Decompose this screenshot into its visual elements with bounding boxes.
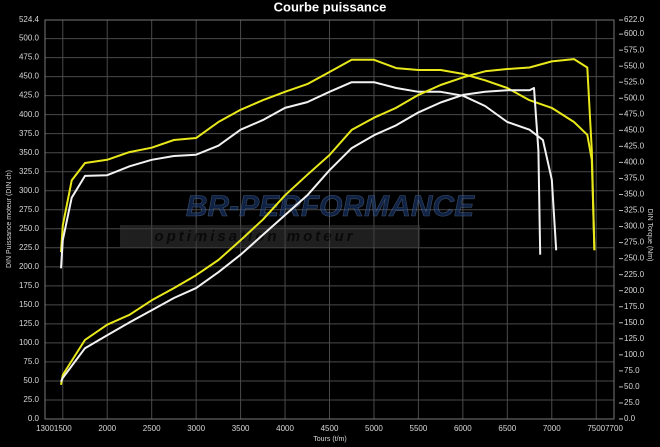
y2-tick-label: 400.0 <box>624 158 645 167</box>
x-tick-label: 4500 <box>321 424 339 433</box>
x-tick-label: 3500 <box>232 424 250 433</box>
y-tick-label: 125.0 <box>19 319 40 328</box>
y2-tick-label: 25.0 <box>624 398 640 407</box>
y2-tick-label: 175.0 <box>624 302 645 311</box>
y2-tick-label: 500.0 <box>624 93 645 102</box>
watermark-brand: BR-PERFORMANCE <box>186 190 475 223</box>
y-tick-label: 350.0 <box>19 148 40 157</box>
data-line <box>60 81 558 269</box>
watermark: BR-PERFORMANCE optimisation moteur <box>120 190 475 247</box>
y2-tick-label: 250.0 <box>624 254 645 263</box>
y-tick-label: 250.0 <box>19 224 40 233</box>
y2-tick-label: 600.0 <box>624 29 645 38</box>
x-axis-label: Tours (t/m) <box>313 436 346 443</box>
y-tick-label: 100.0 <box>19 338 40 347</box>
y2-tick-label: 622.0 <box>624 15 645 24</box>
y-tick-label: 375.0 <box>19 129 40 138</box>
y2-tick-label: 225.0 <box>624 270 645 279</box>
x-tick-label: 2000 <box>98 424 116 433</box>
y-tick-label: 500.0 <box>19 34 40 43</box>
y-tick-label: 425.0 <box>19 91 40 100</box>
watermark-tagline: optimisation moteur <box>154 228 355 245</box>
y2-tick-label: 525.0 <box>624 77 645 86</box>
y2-tick-label: 275.0 <box>624 238 645 247</box>
x-tick-label: 3000 <box>187 424 205 433</box>
data-line <box>60 58 596 253</box>
x-tick-label: 1300 <box>36 424 54 433</box>
x-tick-label: 7500 <box>587 424 605 433</box>
x-tick-label: 5500 <box>410 424 428 433</box>
y-tick-label: 225.0 <box>19 243 40 252</box>
y2-tick-label: 475.0 <box>624 109 645 118</box>
y-tick-label: 475.0 <box>19 53 40 62</box>
y-tick-label: 400.0 <box>19 110 40 119</box>
y2-tick-label: 425.0 <box>624 141 645 150</box>
y-tick-label: 450.0 <box>19 72 40 81</box>
y2-tick-label: 0.0 <box>624 414 636 423</box>
y-axis-label: DIN Puissance moteur (DIN ch) <box>6 170 13 268</box>
y2-tick-label: 350.0 <box>624 190 645 199</box>
y2-tick-label: 450.0 <box>624 125 645 134</box>
y-tick-label: 200.0 <box>19 262 40 271</box>
y2-tick-label: 75.0 <box>624 366 640 375</box>
y-tick-label: 325.0 <box>19 167 40 176</box>
y2-tick-label: 375.0 <box>624 174 645 183</box>
y-tick-label: 25.0 <box>23 395 39 404</box>
x-tick-label: 5000 <box>365 424 383 433</box>
x-tick-label: 2500 <box>143 424 161 433</box>
y2-tick-label: 550.0 <box>624 61 645 70</box>
y2-tick-label: 325.0 <box>624 206 645 215</box>
watermark-band <box>120 225 420 247</box>
x-tick-label: 6000 <box>454 424 472 433</box>
y-tick-label: 275.0 <box>19 205 40 214</box>
y2-tick-label: 200.0 <box>624 286 645 295</box>
data-line <box>60 58 596 385</box>
x-tick-label: 7000 <box>543 424 561 433</box>
y-tick-label: 75.0 <box>23 357 39 366</box>
x-tick-label: 1500 <box>54 424 72 433</box>
y-tick-label: 50.0 <box>23 376 39 385</box>
y2-axis-label: DIN Torque (Nm) <box>646 209 653 262</box>
x-tick-label: 6500 <box>498 424 516 433</box>
y2-tick-label: 575.0 <box>624 45 645 54</box>
y2-tick-label: 300.0 <box>624 222 645 231</box>
y-tick-label: 524.4 <box>19 15 40 24</box>
y-tick-label: 175.0 <box>19 281 40 290</box>
x-tick-label: 7700 <box>605 424 623 433</box>
y-tick-label: 150.0 <box>19 300 40 309</box>
y2-tick-label: 150.0 <box>624 318 645 327</box>
data-line <box>60 87 542 383</box>
y-tick-label: 0.0 <box>28 414 40 423</box>
y-tick-label: 300.0 <box>19 186 40 195</box>
plot-frame <box>44 19 615 420</box>
y2-tick-label: 125.0 <box>624 334 645 343</box>
y2-tick-label: 50.0 <box>624 382 640 391</box>
x-tick-label: 4000 <box>276 424 294 433</box>
chart-title: Courbe puissance <box>274 0 387 14</box>
y2-tick-label: 100.0 <box>624 350 645 359</box>
